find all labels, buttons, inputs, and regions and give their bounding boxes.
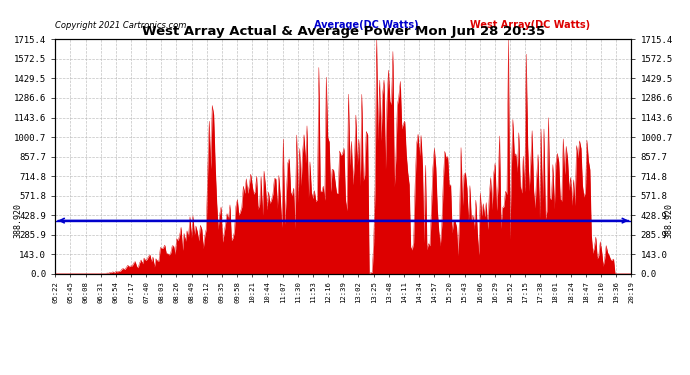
Text: West Array(DC Watts): West Array(DC Watts) bbox=[470, 20, 590, 30]
Text: Average(DC Watts): Average(DC Watts) bbox=[315, 20, 419, 30]
Text: 388.920: 388.920 bbox=[664, 203, 673, 238]
Text: 388.920: 388.920 bbox=[13, 203, 22, 238]
Title: West Array Actual & Average Power Mon Jun 28 20:35: West Array Actual & Average Power Mon Ju… bbox=[141, 25, 545, 38]
Text: Copyright 2021 Cartronics.com: Copyright 2021 Cartronics.com bbox=[55, 21, 186, 30]
